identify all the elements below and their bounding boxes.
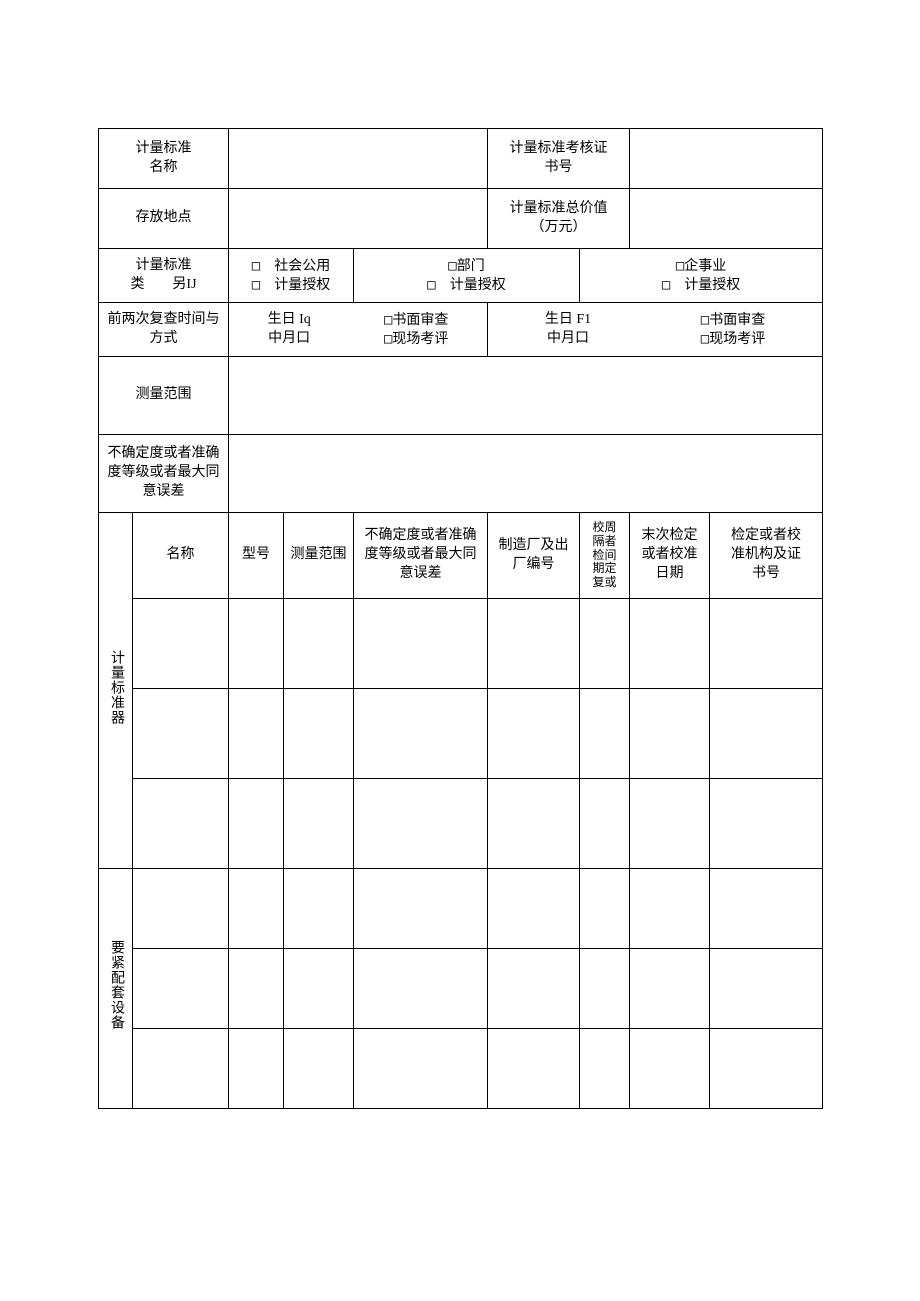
value-measure-range (229, 357, 823, 435)
value-total-value (630, 189, 823, 249)
value-uncertainty (229, 435, 823, 513)
label-measure-range: 测量范围 (99, 357, 229, 435)
value-cert-no (630, 129, 823, 189)
section-label-standard-device: 计量标准器 (99, 513, 133, 869)
label-total-value: 计量标准总价值 （万元） (488, 189, 630, 249)
subheader-name: 名称 (133, 513, 229, 599)
value-standard-name (229, 129, 488, 189)
label-cert-no: 计量标准考核证 书号 (488, 129, 630, 189)
subheader-interval: 校周 隔者 检间 期定 复或 (580, 513, 630, 599)
subheader-range: 测量范围 (284, 513, 354, 599)
subheader-uncertainty: 不确定度或者准确 度等级或者最大同 意误差 (354, 513, 488, 599)
row-prev-reviews: 前两次复查时间与 方式 生日 Iq 中月口 □书面审查 □现场考评 生日 F1 … (99, 303, 823, 357)
label-location: 存放地点 (99, 189, 229, 249)
table-row (99, 689, 823, 779)
category-opt1: □ 社会公用 □ 计量授权 (229, 249, 354, 303)
form-page: 计量标准 名称 计量标准考核证 书号 存放地点 计量标准总价值 （万元） 计量标… (98, 128, 822, 1109)
table-row (99, 949, 823, 1029)
row-category: 计量标准 类 另IJ □ 社会公用 □ 计量授权 □部门 □ 计量授权 □企事业… (99, 249, 823, 303)
label-prev-reviews: 前两次复查时间与 方式 (99, 303, 229, 357)
label-standard-name: 计量标准 名称 (99, 129, 229, 189)
subheader-lastdate: 末次检定 或者校准 日期 (630, 513, 710, 599)
subheader-certorg: 检定或者校 准机构及证 书号 (710, 513, 823, 599)
label-category: 计量标准 类 另IJ (99, 249, 229, 303)
table-row: 要紧配套设备 (99, 869, 823, 949)
category-opt2: □部门 □ 计量授权 (354, 249, 580, 303)
table-row (99, 1029, 823, 1109)
prev-review-2: 生日 F1 中月口 □书面审查 □现场考评 (488, 303, 823, 357)
section-label-support-equipment: 要紧配套设备 (99, 869, 133, 1109)
subheader-mfr: 制造厂及出 厂编号 (488, 513, 580, 599)
subheader-model: 型号 (229, 513, 284, 599)
row-uncertainty: 不确定度或者准确 度等级或者最大同 意误差 (99, 435, 823, 513)
row-measure-range: 测量范围 (99, 357, 823, 435)
table-row (99, 599, 823, 689)
category-opt3: □企事业 □ 计量授权 (580, 249, 823, 303)
row-location: 存放地点 计量标准总价值 （万元） (99, 189, 823, 249)
value-location (229, 189, 488, 249)
form-table: 计量标准 名称 计量标准考核证 书号 存放地点 计量标准总价值 （万元） 计量标… (98, 128, 823, 1109)
row-subheaders: 计量标准器 名称 型号 测量范围 不确定度或者准确 度等级或者最大同 意误差 制… (99, 513, 823, 599)
prev-review-1: 生日 Iq 中月口 □书面审查 □现场考评 (229, 303, 488, 357)
row-standard-name: 计量标准 名称 计量标准考核证 书号 (99, 129, 823, 189)
table-row (99, 779, 823, 869)
label-uncertainty: 不确定度或者准确 度等级或者最大同 意误差 (99, 435, 229, 513)
